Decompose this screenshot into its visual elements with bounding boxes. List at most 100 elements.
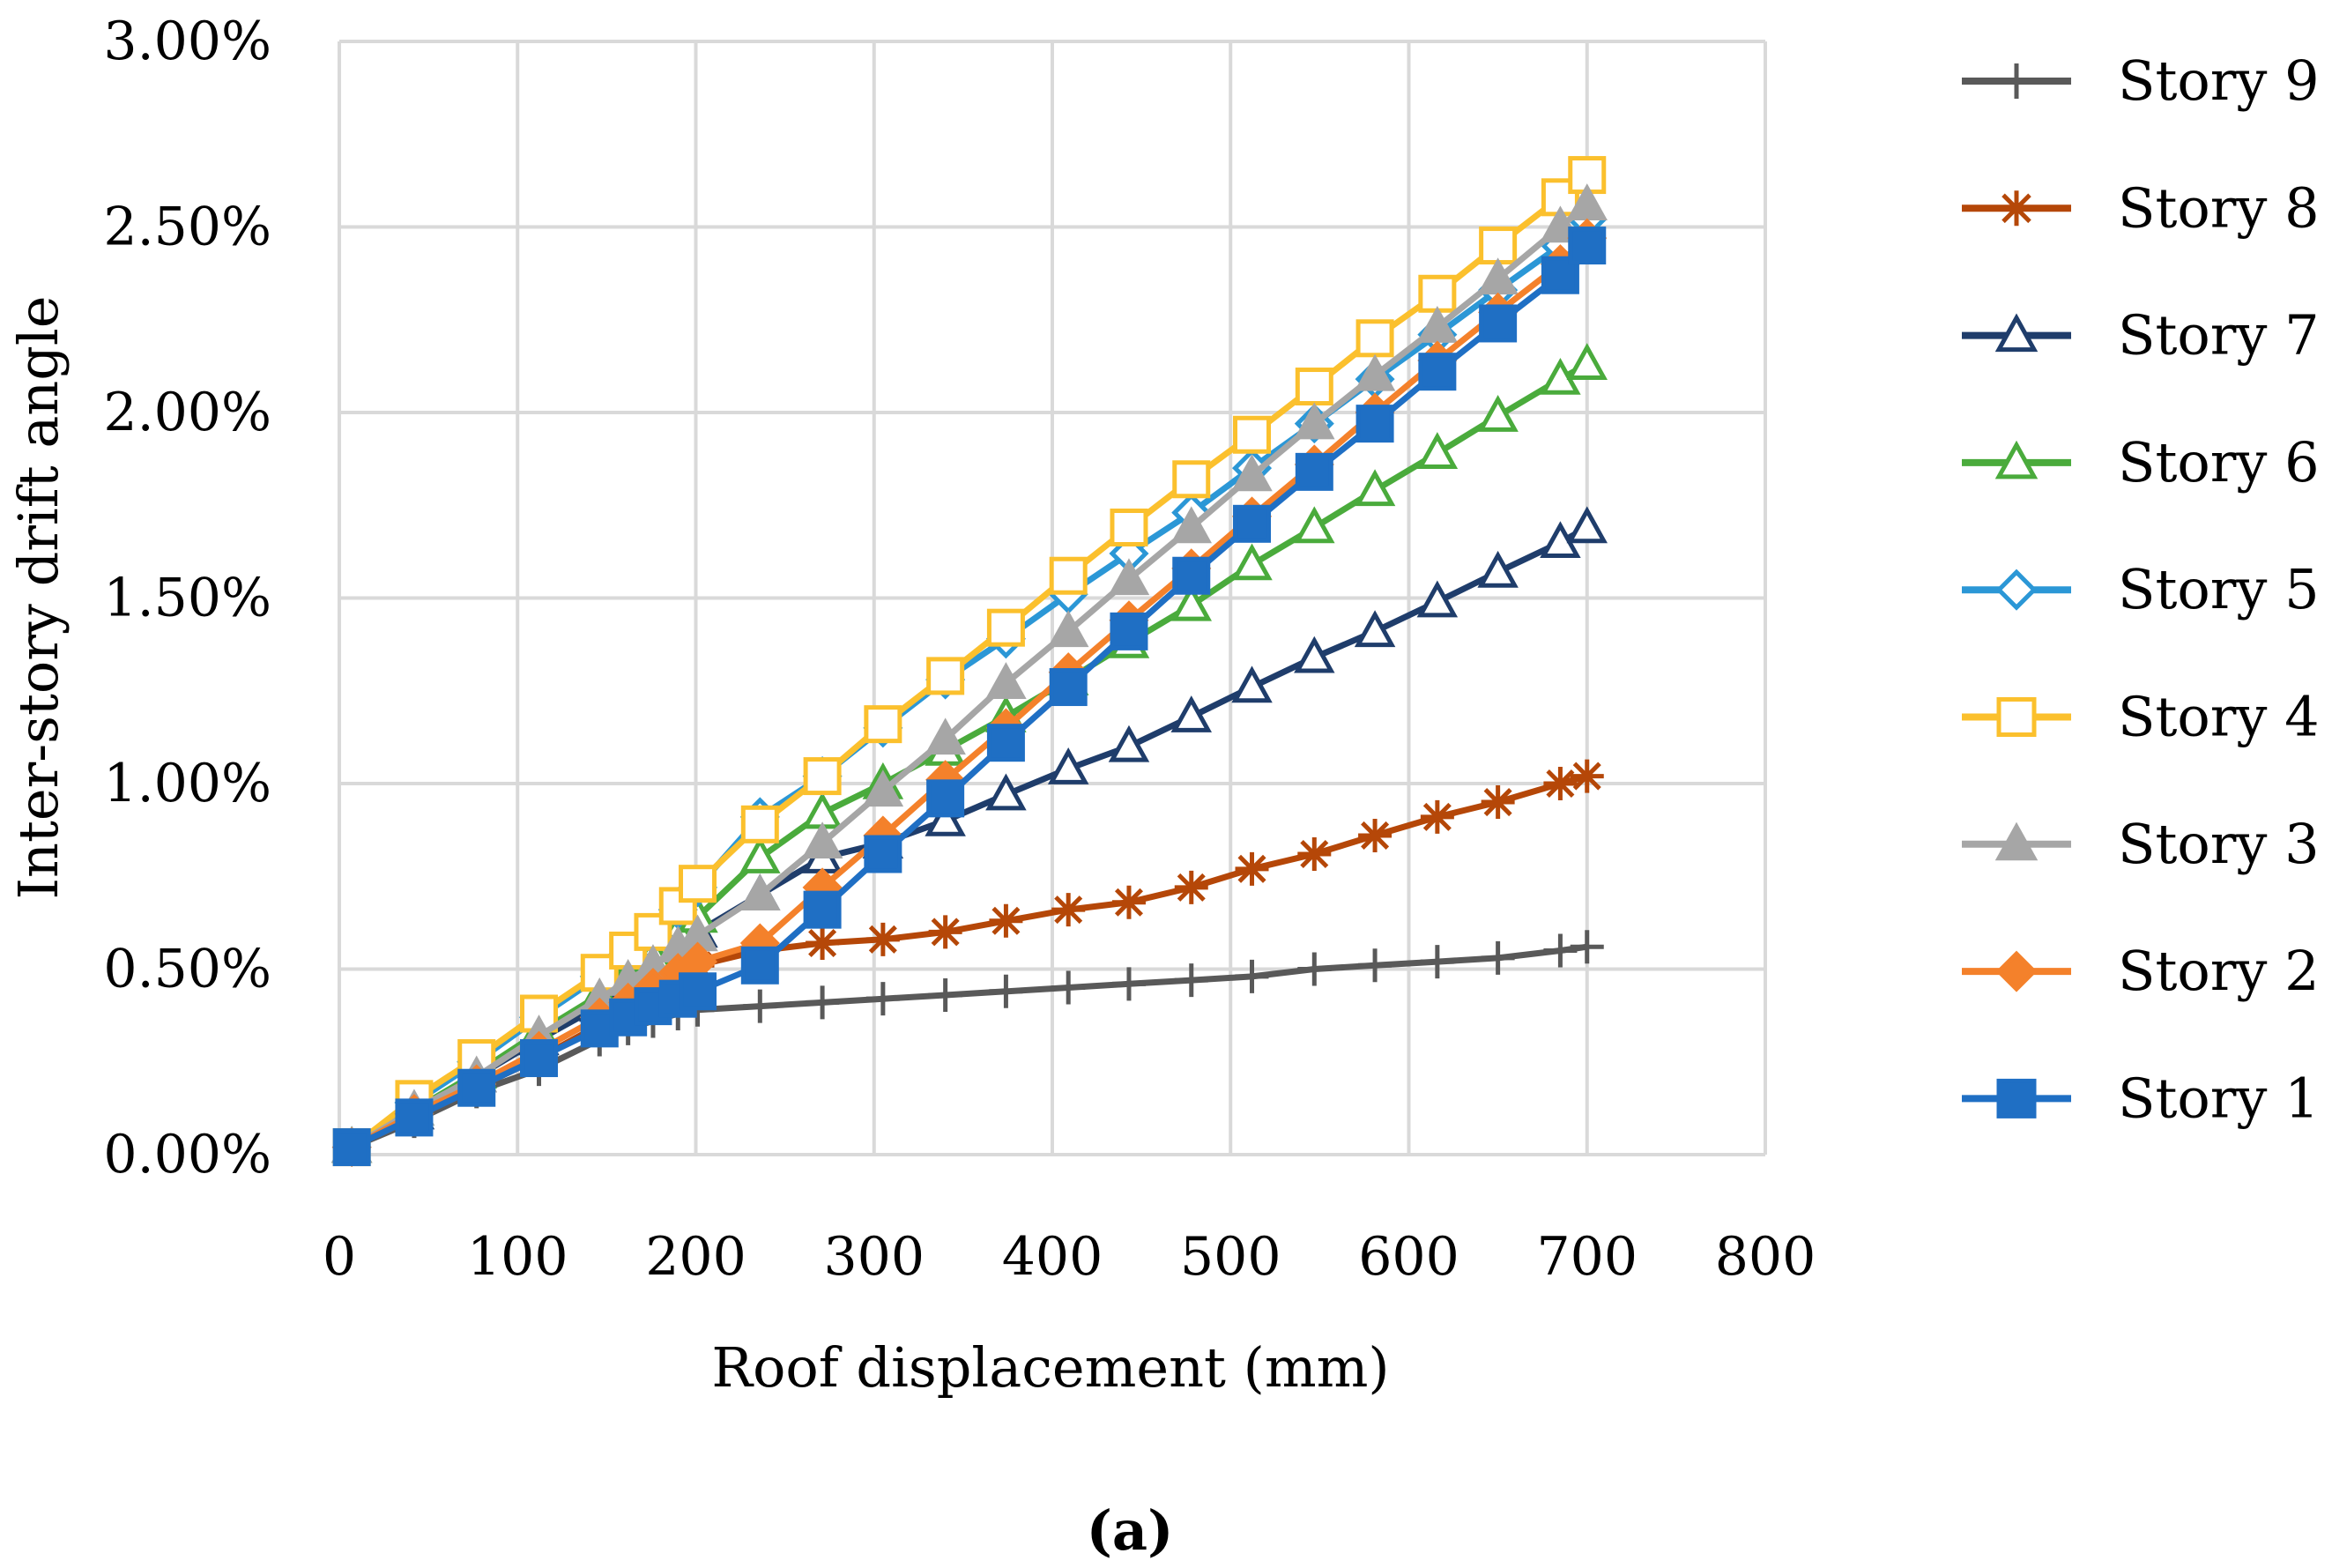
legend-item: Story 5 xyxy=(1962,557,2320,621)
legend-item: Story 1 xyxy=(1962,1066,2320,1130)
data-point-marker xyxy=(1233,415,1272,454)
data-point-marker xyxy=(865,982,900,1016)
data-point-marker xyxy=(985,662,1027,700)
series-story-3 xyxy=(330,183,1608,1163)
data-point-marker xyxy=(1294,506,1335,544)
data-point-marker xyxy=(332,1128,371,1167)
data-point-marker xyxy=(1358,818,1393,852)
data-point-marker xyxy=(1481,785,1515,820)
legend-label: Story 8 xyxy=(2118,175,2320,240)
data-point-marker xyxy=(1049,668,1088,707)
data-point-marker xyxy=(1297,952,1332,986)
data-point-marker xyxy=(1996,1078,2037,1118)
data-point-marker xyxy=(1108,725,1150,762)
data-point-marker xyxy=(1995,950,2038,992)
x-tick-label: 700 xyxy=(1536,1226,1638,1288)
data-point-marker xyxy=(739,873,781,910)
data-point-marker xyxy=(1294,402,1335,440)
x-tick-label: 800 xyxy=(1715,1226,1816,1288)
data-point-marker xyxy=(1566,183,1608,220)
y-tick-label: 0.00% xyxy=(103,1124,271,1185)
x-tick-label: 600 xyxy=(1358,1226,1459,1288)
data-point-marker xyxy=(1420,799,1454,834)
y-tick-label: 0.50% xyxy=(103,939,271,1000)
data-point-marker xyxy=(679,972,717,1011)
data-point-marker xyxy=(1355,319,1394,358)
data-point-marker xyxy=(1110,509,1148,547)
data-point-marker xyxy=(1172,556,1211,595)
data-point-marker xyxy=(801,821,843,859)
data-point-marker xyxy=(1231,543,1273,581)
data-point-marker xyxy=(1481,940,1515,975)
legend-item: Story 6 xyxy=(1962,430,2320,494)
x-axis-label: Roof displacement (mm) xyxy=(711,1335,1389,1400)
data-point-marker xyxy=(1047,610,1089,648)
data-point-marker xyxy=(658,887,697,925)
data-point-marker xyxy=(1108,558,1150,596)
data-point-marker xyxy=(989,903,1023,938)
data-point-marker xyxy=(1110,612,1148,650)
data-point-marker xyxy=(1295,452,1333,491)
data-point-marker xyxy=(1416,580,1459,618)
data-point-marker xyxy=(1354,610,1396,648)
data-point-marker xyxy=(1111,885,1146,919)
data-point-marker xyxy=(806,926,840,961)
data-point-marker xyxy=(1566,343,1608,380)
data-point-marker xyxy=(1051,893,1086,927)
legend-item: Story 8 xyxy=(1962,175,2320,240)
data-point-marker xyxy=(740,946,779,985)
data-point-marker xyxy=(1355,405,1394,443)
data-point-marker xyxy=(1231,665,1273,703)
data-point-marker xyxy=(928,977,962,1012)
data-point-marker xyxy=(865,922,900,956)
x-tick-label: 300 xyxy=(823,1226,925,1288)
legend-label: Story 9 xyxy=(2118,48,2320,113)
legend-label: Story 6 xyxy=(2118,430,2320,494)
chart-series xyxy=(330,156,1608,1168)
data-point-marker xyxy=(679,865,717,903)
x-tick-labels: 0 100 200 300 400 500 600 700 800 xyxy=(323,1226,1816,1288)
x-tick-label: 200 xyxy=(645,1226,746,1288)
series-story-6 xyxy=(330,343,1608,1163)
data-point-marker xyxy=(864,705,902,744)
data-point-marker xyxy=(926,657,965,695)
data-point-marker xyxy=(862,769,904,807)
data-point-marker xyxy=(806,985,840,1020)
x-tick-label: 100 xyxy=(467,1226,568,1288)
data-point-marker xyxy=(1543,933,1578,968)
data-point-marker xyxy=(1416,306,1459,343)
data-point-marker xyxy=(743,989,777,1023)
data-point-marker xyxy=(1354,469,1396,507)
data-point-marker xyxy=(740,805,779,843)
data-point-marker xyxy=(1995,568,2038,611)
data-point-marker xyxy=(1477,550,1519,588)
data-point-marker xyxy=(803,757,842,796)
data-point-marker xyxy=(925,799,966,836)
data-point-marker xyxy=(1566,506,1608,544)
y-tick-label: 1.00% xyxy=(103,753,271,814)
data-point-marker xyxy=(928,915,962,949)
data-point-marker xyxy=(926,779,965,818)
data-point-marker xyxy=(1994,313,2039,353)
data-point-marker xyxy=(1172,460,1211,499)
data-point-marker xyxy=(520,1039,559,1078)
data-point-marker xyxy=(1418,274,1457,313)
data-point-marker xyxy=(1420,945,1454,979)
data-point-marker xyxy=(1477,257,1519,295)
data-point-marker xyxy=(1543,767,1578,800)
data-point-marker xyxy=(1170,506,1213,544)
data-point-marker xyxy=(1479,304,1518,343)
x-tick-label: 400 xyxy=(1002,1226,1103,1288)
chart-legend: Story 9 Story 8 Story 7 Story 6 Story 5 Story… xyxy=(1962,48,2320,1130)
data-point-marker xyxy=(989,974,1023,1008)
data-point-marker xyxy=(803,890,842,929)
figure-caption: (a) xyxy=(1087,1498,1174,1563)
data-point-marker xyxy=(1174,870,1208,904)
legend-label: Story 4 xyxy=(2118,685,2320,749)
data-point-marker xyxy=(1231,454,1273,492)
data-point-marker xyxy=(1570,759,1604,793)
data-point-marker xyxy=(1170,583,1213,621)
data-point-marker xyxy=(1235,851,1269,886)
data-point-marker xyxy=(985,773,1027,811)
